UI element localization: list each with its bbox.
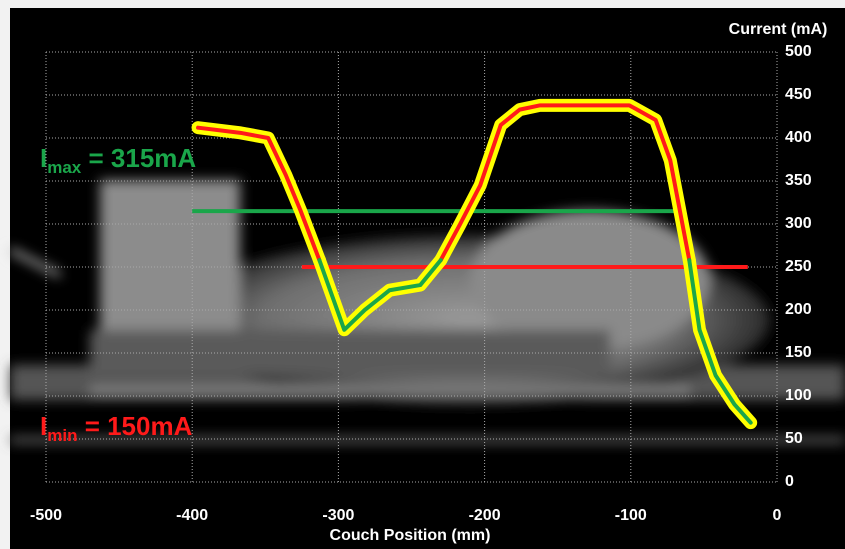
y-tick-label: 0 xyxy=(785,473,794,490)
x-tick-label: 0 xyxy=(773,507,782,524)
annotation-suffix: = 150mA xyxy=(77,411,192,441)
x-tick-label: -300 xyxy=(322,507,354,524)
annotation-suffix: = 315mA xyxy=(81,143,196,173)
x-tick-label: -100 xyxy=(615,507,647,524)
y-tick-label: 500 xyxy=(785,43,812,60)
y-tick-label: 350 xyxy=(785,172,812,189)
y-tick-label: 250 xyxy=(785,258,812,275)
x-tick-label: -500 xyxy=(30,507,62,524)
y-tick-label: 450 xyxy=(785,86,812,103)
y-tick-label: 50 xyxy=(785,430,803,447)
chart: Current (mA) Couch Position (mm) 0 50 100 1… xyxy=(0,0,845,549)
x-axis-label: Couch Position (mm) xyxy=(330,527,491,544)
y-tick-label: 400 xyxy=(785,129,812,146)
y-axis-label: Current (mA) xyxy=(729,21,828,38)
y-tick-label: 300 xyxy=(785,215,812,232)
y-tick-label: 200 xyxy=(785,301,812,318)
annotation-main: I xyxy=(40,411,47,441)
y-tick-label: 150 xyxy=(785,344,812,361)
y-tick-label: 100 xyxy=(785,387,812,404)
annotation-sub: min xyxy=(47,426,77,445)
x-tick-label: -400 xyxy=(176,507,208,524)
page: {"chart_data": {"type": "line", "xlabel"… xyxy=(0,0,845,549)
x-tick-label: -200 xyxy=(469,507,501,524)
annotation-main: I xyxy=(40,143,47,173)
annotation-sub: max xyxy=(47,158,82,177)
